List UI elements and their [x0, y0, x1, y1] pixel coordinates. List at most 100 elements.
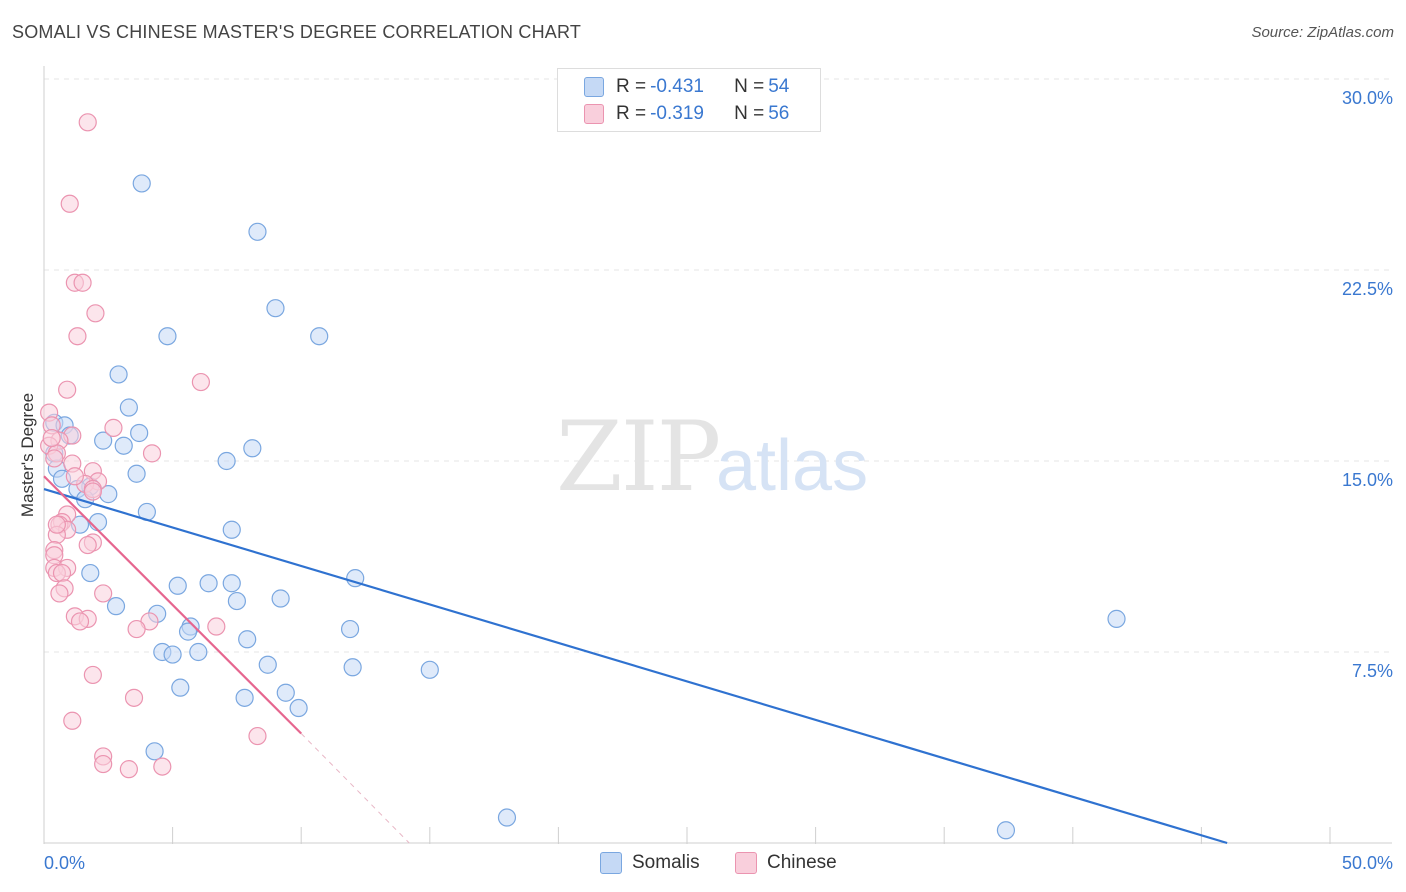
chinese-point [73, 273, 92, 292]
somalis-point [81, 563, 100, 583]
chinese-point [207, 617, 226, 636]
somalis-point [106, 597, 126, 616]
chinese-point [104, 418, 123, 437]
somalis-point [310, 327, 329, 346]
somalis-point [168, 576, 187, 595]
y-tick-label-0: 7.5% [1352, 661, 1393, 681]
data-points [40, 113, 1126, 840]
somalis-point [996, 821, 1016, 840]
y-tick-label-2: 22.5% [1342, 279, 1393, 299]
somalis-point [276, 683, 295, 702]
somalis-r-value: -0.431 [650, 76, 704, 97]
chart-title: SOMALI VS CHINESE MASTER'S DEGREE CORREL… [12, 22, 582, 42]
watermark: ZIP atlas [556, 401, 868, 513]
chinese-point [68, 327, 87, 346]
somalis-point [222, 574, 241, 593]
chinese-point [50, 584, 69, 603]
somalis-point [130, 423, 149, 443]
chinese-point [45, 449, 64, 468]
chinese-n-value: 56 [768, 103, 790, 124]
chinese-point [124, 688, 144, 707]
watermark-zip: ZIP [556, 401, 719, 513]
somalis-n-value: 54 [768, 76, 790, 97]
chart-source: Source: ZipAtlas.com [1251, 24, 1394, 41]
x-tick-label-0: 0.0% [44, 853, 85, 873]
chinese-point [153, 757, 172, 776]
chinese-point [63, 711, 82, 730]
y-tick-label-3: 30.0% [1342, 88, 1393, 108]
legend-row-somalis: R = -0.431 N = 54 [584, 75, 789, 99]
chinese-point [83, 482, 102, 501]
somalis-point [88, 513, 108, 532]
somalis-point [340, 619, 360, 639]
chinese-r-label: R = [616, 103, 647, 124]
somalis-point [178, 622, 198, 641]
chinese-point [78, 535, 97, 555]
somalis-point [217, 451, 236, 471]
somalis-point [145, 742, 164, 761]
chinese-r-value: -0.319 [650, 103, 704, 124]
somalis-swatch [584, 77, 604, 97]
chinese-point [42, 428, 61, 448]
somalis-n-label: N = [734, 76, 765, 97]
somalis-point [266, 299, 285, 318]
chinese-point [127, 619, 146, 639]
chinese-point [78, 113, 97, 132]
series-somalis [45, 174, 1126, 840]
chinese-point [86, 304, 105, 323]
somalis-point [171, 678, 190, 697]
series-legend: Somalis Chinese [0, 852, 1406, 878]
trend-lines [43, 475, 1228, 845]
somalis-point [222, 520, 241, 539]
chinese-swatch [584, 104, 604, 124]
somalis-point [271, 589, 290, 608]
chinese-trend-line [43, 475, 302, 735]
axes [43, 66, 1392, 844]
somalis-r-label: R = [616, 76, 647, 97]
legend-item-somalis: Somalis [600, 852, 700, 874]
somalis-point [189, 642, 208, 662]
chinese-trend-extension [300, 733, 410, 844]
watermark-atlas: atlas [716, 426, 868, 506]
series-chinese [40, 113, 267, 779]
somalis-point [94, 431, 113, 450]
chinese-point [47, 515, 66, 534]
somalis-point [343, 658, 362, 677]
somalis-point [420, 660, 439, 679]
somalis-point [199, 574, 218, 593]
chinese-point [94, 754, 113, 774]
somalis-point [109, 365, 128, 384]
somalis-point [248, 222, 267, 241]
somalis-trend-line [43, 487, 1228, 845]
somalis-point [238, 630, 257, 649]
y-tick-label-1: 15.0% [1342, 470, 1393, 490]
chinese-point [142, 444, 162, 463]
somalis-point [243, 439, 262, 458]
somalis-point [258, 655, 277, 674]
legend-somalis-swatch [600, 852, 622, 874]
somalis-point [497, 808, 517, 827]
somalis-point [114, 436, 133, 455]
somalis-point [227, 591, 246, 611]
legend-chinese-swatch [735, 852, 757, 874]
somalis-point [289, 698, 308, 718]
x-tick-label-1: 50.0% [1342, 853, 1393, 873]
somalis-point [158, 327, 177, 346]
somalis-point [119, 398, 138, 417]
tick-labels: 7.5% 15.0% 22.5% 30.0% 0.0% 50.0% [44, 88, 1393, 873]
legend-somalis-label: Somalis [632, 852, 700, 873]
legend-row-chinese: R = -0.319 N = 56 [584, 102, 789, 126]
chinese-point [248, 726, 267, 746]
chinese-n-label: N = [734, 103, 765, 124]
chinese-point [94, 584, 113, 603]
chinese-point [119, 760, 138, 779]
gridlines [44, 78, 1392, 653]
stats-legend: R = -0.431 N = 54 R = -0.319 N = 56 [557, 68, 821, 132]
chinese-point [65, 467, 84, 486]
chinese-point [191, 372, 210, 392]
chinese-point [60, 194, 79, 213]
somalis-point [132, 174, 151, 193]
chinese-point [58, 380, 77, 399]
legend-chinese-label: Chinese [767, 852, 837, 873]
